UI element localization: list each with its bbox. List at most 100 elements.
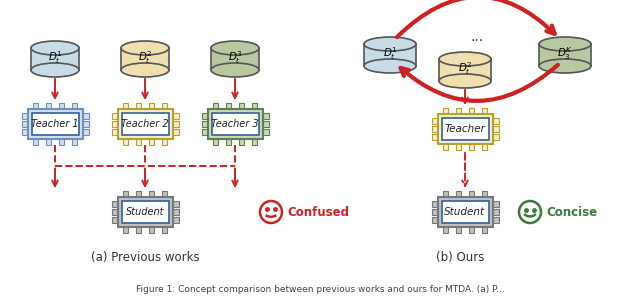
Ellipse shape: [539, 59, 591, 73]
Ellipse shape: [439, 52, 491, 66]
Bar: [493, 209, 499, 215]
Bar: [83, 113, 88, 119]
Bar: [33, 139, 38, 145]
Bar: [22, 113, 28, 119]
Bar: [456, 191, 461, 197]
Bar: [136, 191, 141, 197]
Bar: [482, 191, 487, 197]
Bar: [148, 103, 154, 109]
Bar: [162, 227, 167, 233]
Bar: [118, 197, 173, 227]
Text: ...: ...: [471, 30, 484, 44]
Text: Concise: Concise: [546, 205, 597, 219]
Bar: [431, 209, 438, 215]
Text: Teacher: Teacher: [445, 124, 485, 134]
Text: $D_t^2$: $D_t^2$: [138, 50, 152, 66]
Text: $D_t^2$: $D_t^2$: [458, 60, 472, 77]
Bar: [122, 113, 168, 135]
Text: $D_t^1$: $D_t^1$: [47, 50, 62, 66]
Bar: [111, 121, 118, 127]
Bar: [22, 121, 28, 127]
Bar: [202, 113, 207, 119]
Bar: [59, 103, 64, 109]
Bar: [262, 121, 269, 127]
Bar: [22, 129, 28, 135]
Bar: [364, 44, 416, 66]
Text: Teacher 2: Teacher 2: [121, 119, 169, 129]
Ellipse shape: [364, 37, 416, 51]
Bar: [162, 191, 167, 197]
Bar: [212, 103, 218, 109]
Bar: [262, 129, 269, 135]
Bar: [442, 201, 488, 223]
Bar: [121, 48, 169, 70]
Bar: [493, 201, 499, 207]
Bar: [123, 227, 128, 233]
Bar: [456, 108, 461, 114]
Bar: [148, 191, 154, 197]
Circle shape: [260, 201, 282, 223]
Bar: [173, 129, 179, 135]
Bar: [493, 126, 499, 132]
Bar: [443, 191, 448, 197]
Bar: [468, 108, 474, 114]
Bar: [211, 48, 259, 70]
Bar: [438, 114, 493, 144]
Bar: [148, 227, 154, 233]
Ellipse shape: [31, 63, 79, 77]
Bar: [482, 108, 487, 114]
Ellipse shape: [364, 59, 416, 73]
Text: Student: Student: [125, 207, 164, 217]
Bar: [173, 113, 179, 119]
Bar: [111, 209, 118, 215]
Bar: [443, 144, 448, 150]
Bar: [252, 103, 257, 109]
Text: Teacher 1: Teacher 1: [31, 119, 79, 129]
Bar: [72, 103, 77, 109]
Text: Teacher 3: Teacher 3: [211, 119, 259, 129]
Bar: [173, 217, 179, 223]
Bar: [431, 201, 438, 207]
Bar: [443, 227, 448, 233]
Bar: [226, 139, 231, 145]
Bar: [468, 191, 474, 197]
Bar: [111, 201, 118, 207]
Bar: [207, 109, 262, 139]
Bar: [31, 113, 79, 135]
Bar: [431, 134, 438, 140]
Bar: [45, 103, 51, 109]
Bar: [202, 121, 207, 127]
Bar: [59, 139, 64, 145]
Bar: [431, 217, 438, 223]
Bar: [539, 44, 591, 66]
Bar: [438, 197, 493, 227]
Text: Confused: Confused: [287, 205, 349, 219]
Bar: [111, 129, 118, 135]
Bar: [456, 227, 461, 233]
Bar: [212, 139, 218, 145]
Bar: [493, 118, 499, 124]
Bar: [148, 139, 154, 145]
Bar: [431, 126, 438, 132]
Ellipse shape: [211, 63, 259, 77]
Bar: [33, 103, 38, 109]
Bar: [173, 121, 179, 127]
Bar: [111, 113, 118, 119]
Bar: [226, 103, 231, 109]
Bar: [83, 129, 88, 135]
Bar: [252, 139, 257, 145]
Ellipse shape: [211, 41, 259, 55]
Text: (b) Ours: (b) Ours: [436, 251, 484, 263]
Bar: [72, 139, 77, 145]
Bar: [262, 113, 269, 119]
Bar: [173, 201, 179, 207]
Ellipse shape: [121, 63, 169, 77]
Circle shape: [519, 201, 541, 223]
Bar: [239, 139, 244, 145]
Bar: [468, 227, 474, 233]
Text: (a) Previous works: (a) Previous works: [91, 251, 199, 263]
Bar: [431, 118, 438, 124]
Text: Student: Student: [444, 207, 486, 217]
Bar: [493, 217, 499, 223]
Bar: [31, 48, 79, 70]
